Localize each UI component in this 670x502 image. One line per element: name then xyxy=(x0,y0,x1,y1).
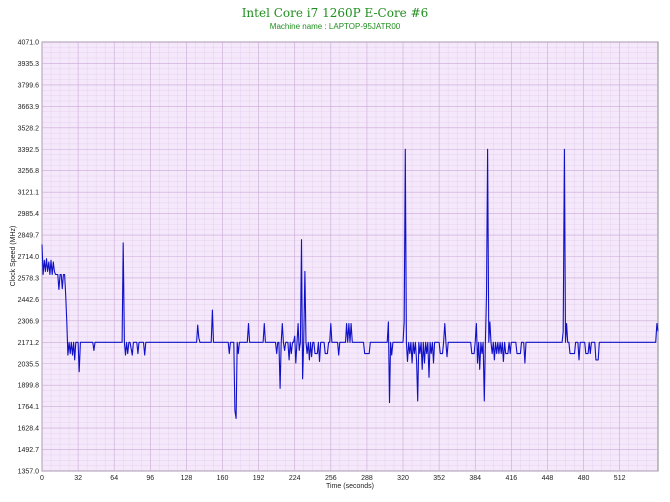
series-group xyxy=(41,148,659,419)
x-axis-ticks: 0 32 64 96 128 160 192 224 256 288 320 352 384 416 448… xyxy=(40,475,626,482)
x-tick-label: 0 xyxy=(40,475,44,482)
y-tick-label: 1492.7 xyxy=(18,447,40,454)
grid-lines xyxy=(41,41,658,472)
y-axis-label: Clock Speed (MHz) xyxy=(10,226,17,287)
y-tick-label: 3663.9 xyxy=(18,104,40,111)
y-tick-label: 2171.2 xyxy=(18,340,40,347)
y-tick-label: 2306.9 xyxy=(18,318,40,325)
x-tick-label: 256 xyxy=(325,475,337,482)
x-tick-label: 512 xyxy=(614,475,626,482)
y-tick-label: 3935.3 xyxy=(18,61,40,68)
y-tick-label: 1899.8 xyxy=(18,383,40,390)
x-tick-label: 448 xyxy=(542,475,554,482)
x-tick-label: 352 xyxy=(433,475,445,482)
x-tick-label: 288 xyxy=(361,475,373,482)
x-axis-label: Time (seconds) xyxy=(326,483,374,490)
x-tick-label: 64 xyxy=(110,475,118,482)
y-tick-label: 2035.5 xyxy=(18,361,40,368)
x-tick-label: 224 xyxy=(289,475,301,482)
x-tick-label: 32 xyxy=(74,475,82,482)
y-tick-label: 2578.3 xyxy=(18,275,40,282)
x-tick-label: 320 xyxy=(397,475,409,482)
y-tick-label: 2714.0 xyxy=(18,254,40,261)
y-tick-label: 1628.4 xyxy=(18,426,40,433)
y-tick-label: 3528.2 xyxy=(18,125,40,132)
x-tick-label: 160 xyxy=(217,475,229,482)
y-tick-label: 3121.1 xyxy=(18,190,40,197)
y-tick-label: 1764.1 xyxy=(18,404,40,411)
chart-title: Intel Core i7 1260P E-Core #6 xyxy=(242,6,429,20)
x-tick-label: 384 xyxy=(469,475,481,482)
x-tick-label: 192 xyxy=(253,475,265,482)
y-tick-label: 3392.5 xyxy=(18,147,40,154)
y-tick-label: 2442.6 xyxy=(18,297,40,304)
y-tick-label: 3799.6 xyxy=(18,82,40,89)
y-tick-label: 2985.4 xyxy=(18,211,40,218)
series-line-clock-speed xyxy=(41,148,659,419)
x-tick-label: 416 xyxy=(505,475,517,482)
chart-subtitle: Machine name : LAPTOP-95JATR00 xyxy=(270,22,401,31)
y-tick-label: 1357.0 xyxy=(18,469,40,476)
y-tick-label: 4071.0 xyxy=(18,40,40,47)
x-tick-label: 480 xyxy=(578,475,590,482)
y-tick-label: 3256.8 xyxy=(18,168,40,175)
y-axis-ticks: 1357.0 1492.7 1628.4 1764.1 1899.8 2035.5 2171… xyxy=(18,40,40,476)
x-tick-label: 128 xyxy=(181,475,193,482)
y-tick-label: 2849.7 xyxy=(18,233,40,240)
x-tick-label: 96 xyxy=(146,475,154,482)
